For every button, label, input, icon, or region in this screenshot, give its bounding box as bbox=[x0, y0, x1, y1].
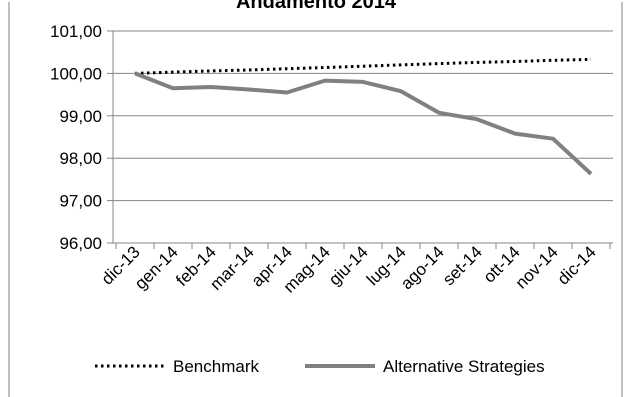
x-tick-label: gen-14 bbox=[131, 242, 182, 293]
y-tick-label: 99,00 bbox=[59, 107, 102, 126]
legend-label-0: Benchmark bbox=[173, 357, 259, 376]
x-tick-label: set-14 bbox=[439, 242, 486, 289]
series-lines bbox=[134, 57, 593, 176]
chart-title: Andamento 2014 bbox=[236, 0, 397, 13]
y-tick-label: 101,00 bbox=[50, 22, 102, 41]
series-line-1 bbox=[134, 71, 593, 176]
x-tick-label: ago-14 bbox=[397, 242, 448, 293]
x-tick-label: giu-14 bbox=[325, 242, 372, 289]
legend: Benchmark Alternative Strategies bbox=[95, 357, 545, 376]
y-tick-label: 96,00 bbox=[59, 234, 102, 253]
y-tick-label: 98,00 bbox=[59, 149, 102, 168]
y-tick-label: 97,00 bbox=[59, 192, 102, 211]
series-line-0 bbox=[134, 57, 592, 75]
y-tick-label: 100,00 bbox=[50, 64, 102, 83]
x-tick-label: dic-14 bbox=[554, 242, 600, 288]
y-axis: 96,00 97,00 98,00 99,00 100,00 101,00 bbox=[50, 22, 114, 253]
x-tick-label: nov-14 bbox=[512, 242, 562, 292]
legend-label-1: Alternative Strategies bbox=[383, 357, 545, 376]
x-axis: dic-13gen-14feb-14mar-14apr-14mag-14giu-… bbox=[98, 242, 613, 297]
